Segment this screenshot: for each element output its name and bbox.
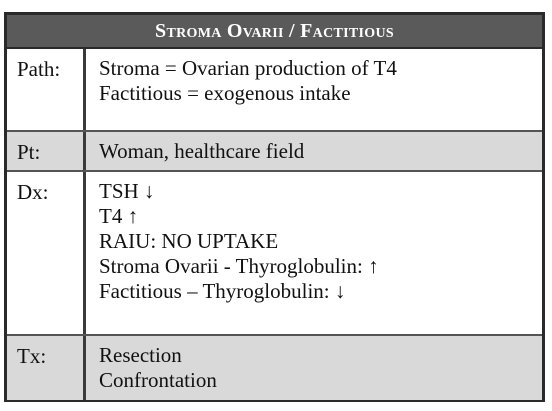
- card-title: Stroma Ovarii / Factitious: [7, 15, 542, 49]
- row-label-dx: Dx:: [7, 172, 86, 334]
- row-content-tx: Resection Confrontation: [86, 336, 542, 400]
- row-content-dx: TSH ↓ T4 ↑ RAIU: NO UPTAKE Stroma Ovarii…: [86, 172, 542, 334]
- row-diagnosis: Dx: TSH ↓ T4 ↑ RAIU: NO UPTAKE Stroma Ov…: [7, 172, 542, 336]
- row-content-path: Stroma = Ovarian production of T4 Factit…: [86, 49, 542, 130]
- content-line: Factitious = exogenous intake: [99, 81, 351, 105]
- content-line: Woman, healthcare field: [99, 139, 305, 163]
- content-line: TSH ↓: [99, 179, 155, 203]
- row-label-path: Path:: [7, 49, 86, 130]
- summary-card: Stroma Ovarii / Factitious Path: Stroma …: [4, 12, 545, 402]
- content-line: Confrontation: [99, 368, 217, 392]
- row-path: Path: Stroma = Ovarian production of T4 …: [7, 49, 542, 132]
- content-line: Factitious – Thyroglobulin: ↓: [99, 279, 346, 303]
- content-line: T4 ↑: [99, 204, 139, 228]
- content-line: RAIU: NO UPTAKE: [99, 229, 279, 253]
- content-line: Stroma = Ovarian production of T4: [99, 56, 397, 80]
- row-content-pt: Woman, healthcare field: [86, 132, 542, 170]
- content-line: Resection: [99, 343, 182, 367]
- row-patient: Pt: Woman, healthcare field: [7, 132, 542, 172]
- content-line: Stroma Ovarii - Thyroglobulin: ↑: [99, 254, 379, 278]
- row-treatment: Tx: Resection Confrontation: [7, 336, 542, 400]
- row-label-tx: Tx:: [7, 336, 86, 400]
- row-label-pt: Pt:: [7, 132, 86, 170]
